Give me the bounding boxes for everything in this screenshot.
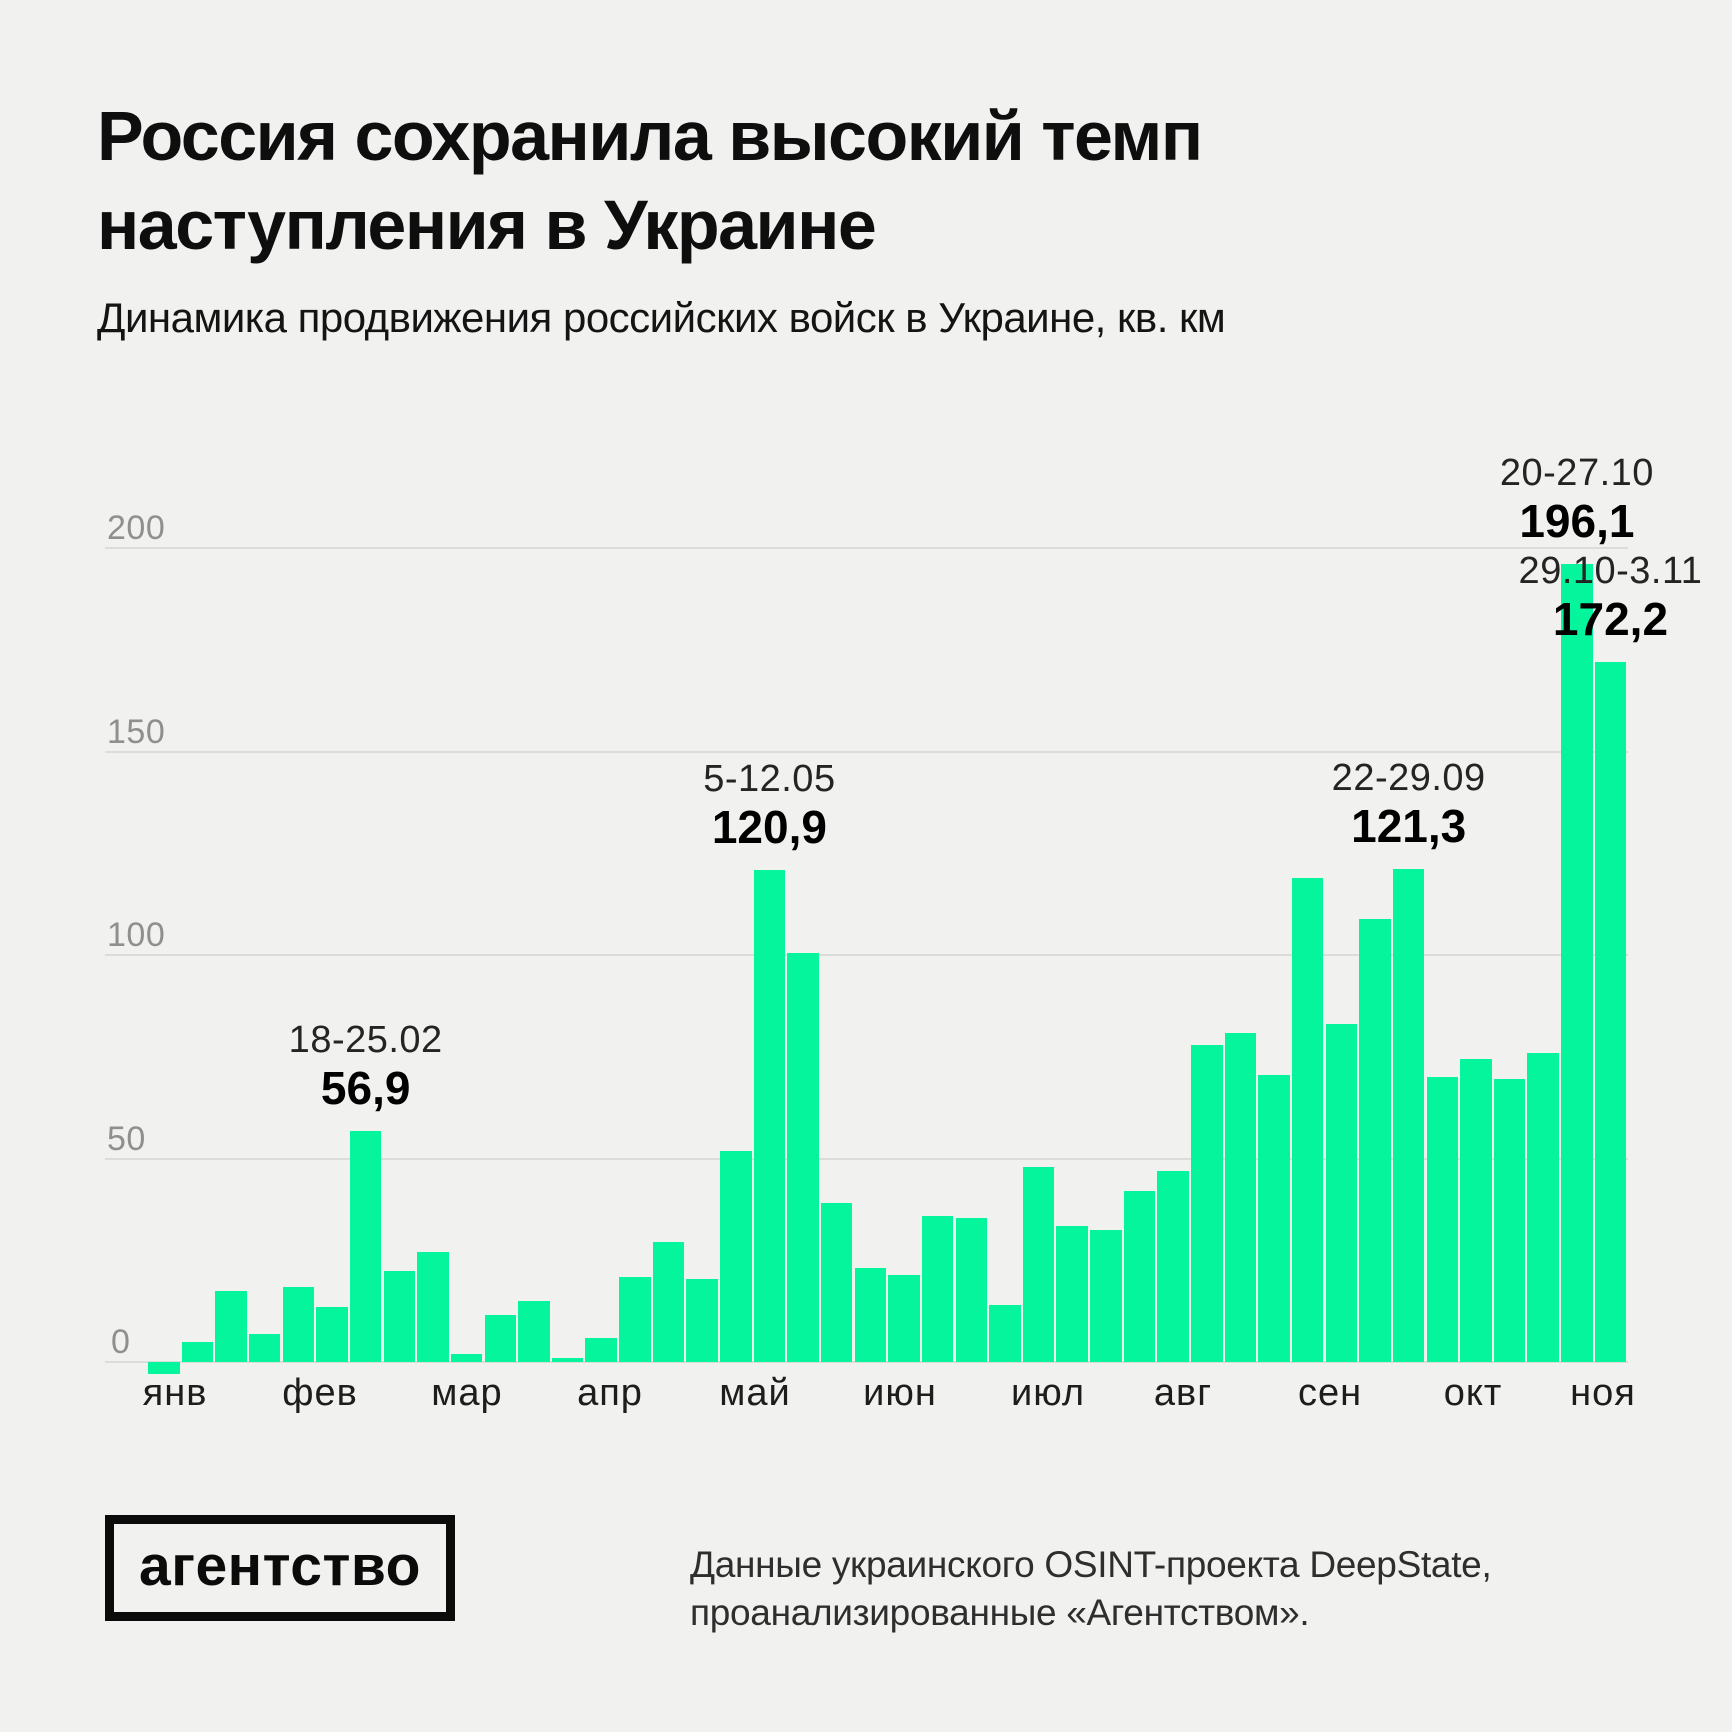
page-title: Россия сохранила высокий темп наступлени… [97, 92, 1203, 270]
bar [1258, 1075, 1290, 1362]
bar [989, 1305, 1021, 1362]
bar [215, 1290, 247, 1362]
bar [1426, 1077, 1459, 1362]
x-axis-label: окт [1443, 1372, 1503, 1414]
bar [383, 1270, 416, 1362]
gridline-150 [105, 750, 1628, 753]
bar [1056, 1225, 1088, 1362]
bar [450, 1353, 483, 1362]
gridline-50 [105, 1157, 1628, 1160]
annotation-date-range: 5-12.05 [703, 758, 836, 801]
source-note-line2: проанализированные «Агентством». [690, 1592, 1310, 1633]
bar [1291, 877, 1324, 1362]
bar [181, 1341, 214, 1362]
gridline-100 [105, 954, 1628, 957]
x-axis-label: мар [431, 1372, 503, 1414]
y-axis-label: 0 [111, 1323, 131, 1361]
bar [585, 1337, 617, 1362]
x-axis-label: фев [282, 1372, 358, 1414]
y-axis-label: 100 [107, 916, 166, 955]
bar [854, 1268, 887, 1362]
bar [619, 1276, 651, 1362]
bar [1090, 1229, 1122, 1362]
bar [484, 1315, 517, 1362]
bar [349, 1130, 382, 1362]
bar [282, 1286, 315, 1362]
source-note: Данные украинского OSINT-проекта DeepSta… [690, 1541, 1492, 1637]
bar-annotation: 22-29.09 121,3 [1332, 755, 1486, 851]
bar [720, 1150, 752, 1362]
bar [753, 870, 786, 1362]
y-axis-label: 150 [107, 712, 166, 751]
page-title-line2: наступления в Украине [97, 186, 877, 264]
bar [417, 1252, 449, 1362]
bar-annotation: 18-25.02 56,9 [289, 1017, 443, 1113]
x-axis-label: авг [1153, 1372, 1213, 1414]
x-axis-label: май [719, 1372, 791, 1414]
bar [1224, 1032, 1257, 1362]
bar [1460, 1058, 1492, 1362]
gridline-200 [105, 547, 1628, 550]
bar [686, 1278, 718, 1362]
y-axis-label: 50 [107, 1119, 146, 1158]
annotation-date-range: 18-25.02 [288, 1018, 443, 1061]
x-axis-label: июл [1010, 1372, 1086, 1414]
bar [1022, 1166, 1055, 1362]
bar-annotation: 29.10-3.11 172,2 [1519, 548, 1703, 644]
source-note-line1: Данные украинского OSINT-проекта DeepSta… [690, 1544, 1492, 1585]
bar-annotation: 20-27.10 196,1 [1500, 450, 1654, 546]
agentstvo-logo: агентство [105, 1515, 455, 1621]
bar [551, 1357, 584, 1362]
bar [518, 1301, 550, 1362]
bar [888, 1274, 920, 1362]
gridline-0 [105, 1361, 1628, 1363]
x-axis-label: сен [1297, 1372, 1363, 1414]
y-axis-label: 200 [107, 509, 166, 548]
annotation-value: 196,1 [1519, 495, 1635, 548]
annotation-date-range: 29.10-3.11 [1518, 549, 1703, 592]
bar [1157, 1170, 1189, 1362]
annotation-value: 56,9 [320, 1061, 411, 1114]
chart-subtitle: Динамика продвижения российских войск в … [97, 294, 1226, 341]
bar [652, 1242, 685, 1362]
bar [955, 1217, 988, 1362]
bar-annotation: 5-12.05 120,9 [703, 756, 835, 852]
bar [1594, 661, 1627, 1362]
annotation-value: 120,9 [711, 801, 827, 854]
x-axis-label: июн [863, 1372, 937, 1414]
x-axis-label: ноя [1570, 1372, 1636, 1414]
page-title-line1: Россия сохранила высокий темп [97, 97, 1203, 175]
x-axis-label: апр [577, 1372, 643, 1414]
bar [787, 953, 819, 1362]
bar [316, 1307, 348, 1362]
bar [1392, 868, 1425, 1362]
annotation-date-range: 20-27.10 [1499, 452, 1654, 495]
bar [1123, 1191, 1156, 1362]
x-axis-label: янв [142, 1372, 208, 1414]
agentstvo-logo-text: агентство [139, 1534, 421, 1598]
bar [1561, 564, 1593, 1362]
bar [148, 1362, 180, 1375]
bar [1527, 1052, 1559, 1362]
bar [820, 1203, 853, 1362]
annotation-value: 121,3 [1351, 799, 1467, 852]
annotation-value: 172,2 [1552, 592, 1669, 645]
bar [1191, 1044, 1223, 1362]
annotation-date-range: 22-29.09 [1331, 756, 1486, 799]
bar [1325, 1024, 1358, 1362]
bar [1359, 918, 1391, 1362]
bar [921, 1215, 954, 1362]
bar [1493, 1079, 1526, 1362]
bar [248, 1333, 281, 1362]
